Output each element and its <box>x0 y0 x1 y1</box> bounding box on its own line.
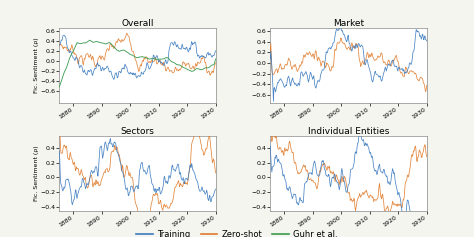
Title: Market: Market <box>333 19 364 28</box>
Title: Sectors: Sectors <box>120 127 155 136</box>
Y-axis label: Fic. Sentiment (ρ): Fic. Sentiment (ρ) <box>34 38 38 93</box>
Title: Overall: Overall <box>121 19 154 28</box>
Title: Individual Entities: Individual Entities <box>308 127 389 136</box>
Y-axis label: Fic. Sentiment (ρ): Fic. Sentiment (ρ) <box>34 146 38 201</box>
Legend: Training, Zero-shot, Guhr et al.: Training, Zero-shot, Guhr et al. <box>133 227 341 237</box>
